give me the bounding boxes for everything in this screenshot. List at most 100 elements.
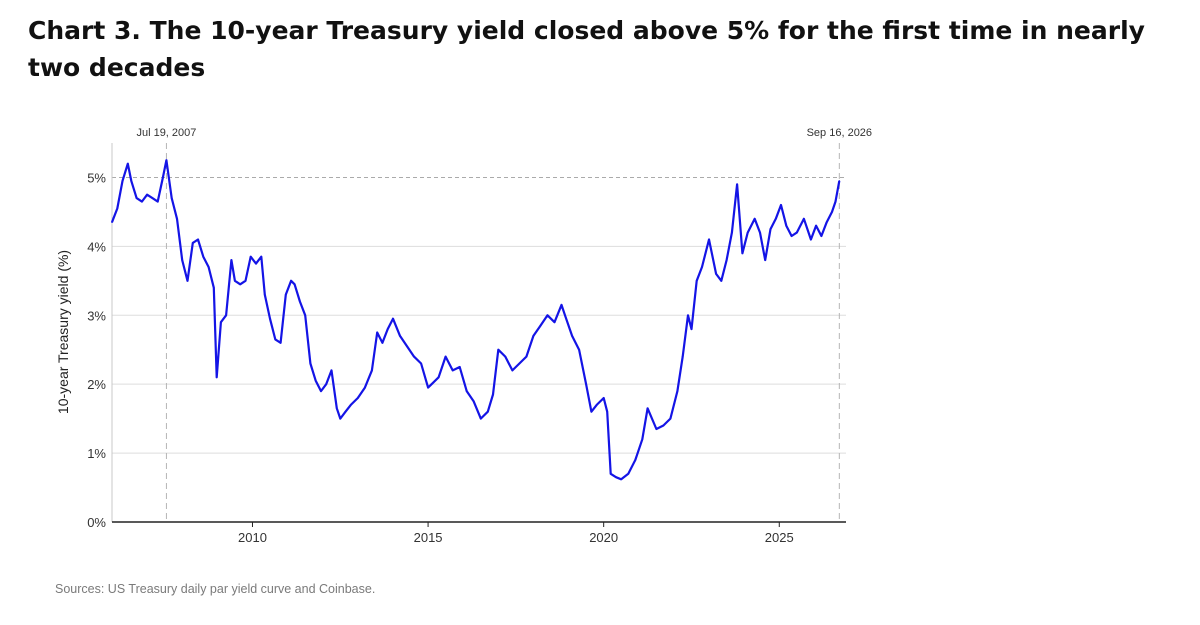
gridlines	[112, 245, 846, 454]
data-point	[304, 314, 306, 317]
data-point	[244, 280, 247, 282]
data-point	[299, 300, 301, 303]
data-point	[162, 176, 164, 179]
data-point	[669, 417, 672, 420]
data-point	[606, 410, 608, 413]
y-axis-label: 10-year Treasury yield (%)	[55, 250, 71, 414]
data-point	[130, 180, 133, 182]
data-point	[662, 424, 665, 427]
data-point	[479, 417, 482, 420]
data-point	[759, 231, 761, 234]
data-point	[810, 238, 812, 241]
data-point	[350, 404, 352, 406]
data-point	[676, 390, 679, 392]
data-point	[239, 283, 241, 286]
data-point	[458, 366, 461, 368]
data-point	[376, 331, 378, 334]
data-point	[511, 369, 514, 372]
data-point	[571, 335, 573, 337]
data-point	[690, 328, 693, 330]
data-point	[427, 386, 429, 389]
data-point	[230, 259, 233, 261]
data-point	[539, 324, 542, 327]
series-line-10y-yield	[110, 159, 841, 481]
data-point	[720, 280, 723, 282]
data-point	[465, 390, 468, 392]
data-point	[553, 321, 556, 323]
y-tick-label: 2%	[87, 377, 106, 392]
data-point	[213, 286, 215, 289]
data-point	[815, 224, 817, 227]
data-point	[701, 266, 703, 268]
data-point	[681, 355, 684, 358]
data-point	[263, 293, 266, 296]
y-tick-label: 1%	[87, 446, 106, 461]
data-point	[796, 231, 798, 234]
marker-label: Sep 16, 2026	[807, 127, 872, 139]
data-point	[141, 200, 143, 203]
data-point	[615, 476, 617, 479]
data-point	[602, 397, 605, 399]
data-point	[518, 362, 521, 365]
data-point	[444, 355, 447, 358]
data-point	[420, 362, 422, 365]
data-point	[335, 407, 338, 410]
data-point	[578, 348, 580, 351]
data-point	[437, 376, 440, 379]
data-point	[646, 407, 649, 410]
data-point	[504, 355, 507, 358]
data-point	[202, 255, 205, 258]
data-point	[339, 417, 342, 420]
data-point	[255, 262, 257, 265]
data-point	[715, 273, 717, 275]
data-point	[725, 259, 728, 261]
data-point	[834, 200, 837, 203]
data-point	[546, 314, 549, 317]
data-point	[774, 218, 777, 220]
data-point	[181, 259, 184, 261]
source-note: Sources: US Treasury daily par yield cur…	[55, 582, 376, 596]
data-point	[293, 283, 296, 286]
data-point	[314, 379, 317, 382]
data-point	[249, 255, 252, 258]
data-point	[111, 221, 113, 224]
data-point	[197, 238, 199, 241]
data-point	[392, 317, 394, 320]
data-point	[234, 280, 236, 282]
x-tick-label: 2020	[589, 530, 618, 545]
data-point	[764, 259, 767, 261]
data-point	[207, 266, 210, 268]
data-point	[406, 345, 408, 348]
data-point	[330, 369, 333, 372]
data-point	[746, 231, 749, 234]
reference-lines: Jul 19, 2007 Sep 16, 2026	[112, 127, 872, 522]
data-point	[634, 459, 637, 461]
data-point	[269, 317, 271, 320]
data-point	[413, 355, 415, 358]
data-point	[220, 321, 222, 323]
data-point	[736, 183, 738, 186]
x-tick-label: 2010	[238, 530, 267, 545]
data-point	[838, 180, 841, 182]
y-tick-label: 0%	[87, 515, 106, 530]
y-tick-label: 3%	[87, 308, 106, 323]
data-point	[627, 472, 630, 475]
data-point	[430, 383, 433, 385]
data-point	[687, 314, 689, 317]
data-point	[121, 180, 124, 182]
x-tick-label: 2025	[765, 530, 794, 545]
data-point	[135, 197, 138, 199]
y-tick-label: 4%	[87, 239, 106, 254]
data-point	[655, 428, 658, 430]
data-point	[769, 228, 772, 230]
series-layer	[110, 159, 841, 481]
data-point	[176, 218, 178, 220]
data-point	[497, 348, 500, 351]
marker-label: Jul 19, 2007	[136, 127, 196, 139]
chart-title: Chart 3. The 10-year Treasury yield clos…	[28, 16, 1145, 82]
data-point	[364, 386, 366, 389]
data-point	[741, 252, 744, 255]
data-point	[290, 280, 292, 282]
data-point	[320, 390, 322, 392]
data-point	[803, 218, 805, 220]
